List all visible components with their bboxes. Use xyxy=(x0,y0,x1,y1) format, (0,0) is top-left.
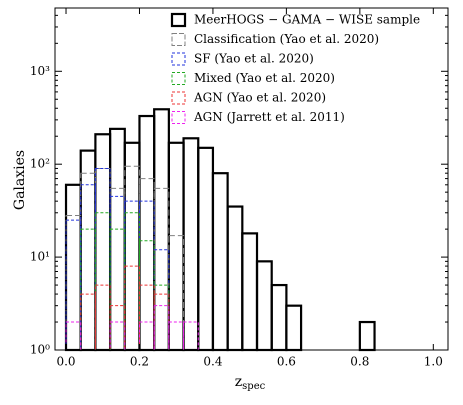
histogram-bar xyxy=(109,187,126,351)
histogram-bar xyxy=(168,321,185,351)
histogram-bar xyxy=(80,228,96,351)
histogram-bar xyxy=(153,249,170,351)
x-axis-label-main: z xyxy=(235,374,242,390)
legend-label: AGN (Jarrett et al. 2011) xyxy=(193,110,345,124)
y-tick-label: 10⁰ xyxy=(30,343,50,357)
histogram-bar xyxy=(65,219,82,351)
histogram-bar xyxy=(138,284,155,351)
histogram-bar xyxy=(153,293,170,351)
histogram-bar xyxy=(285,304,303,352)
histogram-bar xyxy=(65,215,82,351)
histogram-bar xyxy=(138,200,155,351)
histogram-bar xyxy=(64,183,82,352)
x-tick-label: 0.2 xyxy=(130,355,149,369)
histogram-bar xyxy=(153,284,170,351)
legend-label: Classification (Yao et al. 2020) xyxy=(194,32,379,46)
histogram-bar xyxy=(94,167,111,351)
histogram-bar xyxy=(183,321,199,351)
histogram-bar xyxy=(65,321,82,351)
legend-label: AGN (Yao et al. 2020) xyxy=(193,91,326,105)
histogram-bar xyxy=(153,187,170,351)
x-tick-label: 0.6 xyxy=(277,355,296,369)
histogram-bar xyxy=(80,293,96,351)
legend-label: SF (Yao et al. 2020) xyxy=(194,52,314,66)
x-tick-label: 0.4 xyxy=(203,355,222,369)
histogram-bar xyxy=(94,212,111,351)
histogram-bar xyxy=(167,141,185,352)
y-axis-label: Galaxies xyxy=(12,150,28,210)
histogram-bar xyxy=(80,172,96,351)
histogram-bar xyxy=(358,320,376,352)
legend-swatch xyxy=(171,91,186,105)
histogram-bar xyxy=(109,305,126,351)
histogram-bar xyxy=(168,235,185,351)
histogram-bar xyxy=(94,284,111,351)
legend-swatch xyxy=(171,111,186,124)
y-tick-label: 10¹ xyxy=(30,250,50,264)
y-tick-label: 10² xyxy=(30,157,50,171)
legend-swatch xyxy=(171,72,186,85)
x-axis-label-sub: spec xyxy=(242,381,265,392)
histogram-bar xyxy=(270,283,288,352)
legend-swatch xyxy=(171,52,186,66)
histogram-bar xyxy=(109,195,126,351)
histogram-bar xyxy=(94,133,112,352)
histogram-bar xyxy=(197,146,215,352)
histogram-bar xyxy=(153,305,170,351)
x-tick-label: 0.0 xyxy=(56,355,75,369)
histogram-bar xyxy=(211,172,229,352)
histogram-bar xyxy=(138,114,156,352)
histogram-bar xyxy=(94,167,111,351)
x-axis-label: zspec xyxy=(235,374,266,392)
legend-label: Mixed (Yao et al. 2020) xyxy=(194,71,335,85)
histogram-bar xyxy=(109,228,126,351)
histogram-bar xyxy=(123,141,141,352)
legend-swatch xyxy=(170,12,187,28)
histogram-bar xyxy=(80,184,96,351)
histogram-bar xyxy=(138,240,155,351)
histogram-bar xyxy=(124,265,140,351)
legend-swatch xyxy=(171,33,186,46)
histogram-bar xyxy=(226,205,244,352)
histogram-bar xyxy=(124,165,140,351)
y-tick-label: 10³ xyxy=(30,64,50,78)
histogram-bar xyxy=(182,137,200,352)
x-tick-label: 1.0 xyxy=(424,355,443,369)
histogram-bar xyxy=(108,127,126,352)
x-tick-label: 0.8 xyxy=(350,355,369,369)
histogram-bar xyxy=(138,178,155,351)
histogram-bar xyxy=(241,232,259,352)
legend-label: MeerHOGS − GAMA − WISE sample xyxy=(194,13,420,27)
histogram-bar xyxy=(153,108,170,352)
histogram-bar xyxy=(79,149,97,352)
histogram-bar xyxy=(124,212,140,351)
histogram-bar xyxy=(255,260,273,352)
histogram-bar xyxy=(109,321,126,351)
histogram-bar xyxy=(124,200,140,351)
histogram-bar xyxy=(138,321,155,351)
